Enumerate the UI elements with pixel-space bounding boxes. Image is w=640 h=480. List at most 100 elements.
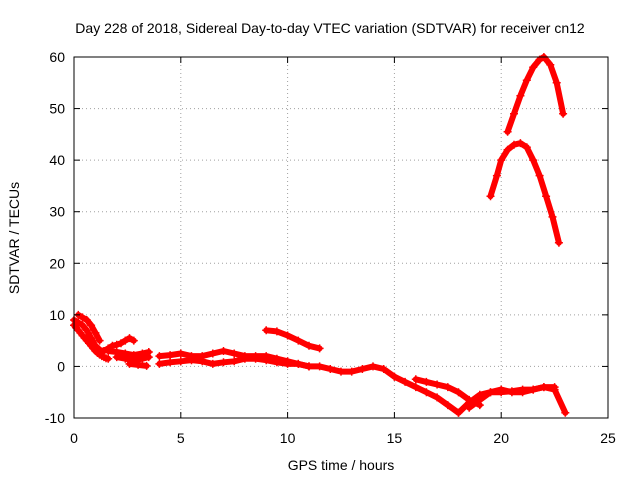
data-point <box>240 354 249 363</box>
data-point <box>155 352 164 361</box>
plot-frame <box>73 56 609 419</box>
x-tick-label: 0 <box>70 430 78 446</box>
y-tick-label: -10 <box>45 410 65 426</box>
data-point <box>552 78 561 87</box>
data-point <box>176 349 185 358</box>
data-point <box>358 365 367 373</box>
data-point <box>497 156 506 165</box>
data-point <box>422 388 431 397</box>
data-point <box>433 380 442 389</box>
data-point <box>548 212 557 221</box>
data-point <box>187 356 196 365</box>
series-track-14 <box>486 139 563 247</box>
data-point <box>104 354 113 363</box>
data-point <box>294 336 303 345</box>
data-point <box>411 375 420 384</box>
data-point <box>82 326 91 335</box>
y-tick-label: 20 <box>49 255 65 271</box>
data-point <box>272 358 281 367</box>
data-point <box>198 357 207 366</box>
series-line <box>504 54 567 135</box>
data-point <box>347 367 356 376</box>
ticks: 0 5 10 15 20 25 -10 0 10 20 30 40 50 60 <box>45 49 616 446</box>
data-point <box>134 360 143 369</box>
y-tick-label: 10 <box>49 307 65 323</box>
data-point <box>305 341 313 350</box>
data-point <box>219 358 228 367</box>
data-point <box>326 365 335 373</box>
data-point <box>144 353 153 362</box>
series-track-9 <box>262 326 324 353</box>
data-point <box>503 127 512 136</box>
data-point <box>315 362 324 371</box>
series-track-13 <box>465 383 570 417</box>
data-point <box>117 339 125 348</box>
data-point <box>433 393 442 402</box>
data-point <box>125 359 134 368</box>
data-point <box>262 326 271 335</box>
data-point <box>121 354 130 363</box>
data-point <box>475 395 484 404</box>
series-track-5 <box>112 353 153 365</box>
data-point <box>529 385 538 394</box>
data-point <box>535 171 544 180</box>
data-point <box>550 385 559 394</box>
series-track-6 <box>125 359 151 370</box>
data-point <box>262 356 271 365</box>
data-point <box>142 361 151 370</box>
x-tick-label: 25 <box>600 430 616 446</box>
data-point <box>138 354 147 363</box>
data-point <box>337 367 345 376</box>
data-point <box>251 354 260 363</box>
y-tick-label: 30 <box>49 204 65 220</box>
data-point <box>125 334 134 343</box>
x-axis-label: GPS time / hours <box>288 457 395 473</box>
data-point <box>305 362 313 371</box>
data-point <box>510 109 518 118</box>
data-point <box>166 358 175 367</box>
data-point <box>507 388 516 397</box>
y-tick-label: 0 <box>57 358 65 374</box>
data-point <box>529 63 538 72</box>
data-point <box>443 383 452 392</box>
chart-title: Day 228 of 2018, Sidereal Day-to-day VTE… <box>75 20 585 36</box>
data-point <box>78 313 87 322</box>
data-point <box>518 388 527 397</box>
data-point <box>522 143 531 152</box>
data-point <box>91 328 100 337</box>
data-point <box>529 156 538 165</box>
x-tick-label: 10 <box>280 430 296 446</box>
series-line <box>466 384 569 416</box>
data-point <box>539 383 548 392</box>
data-point <box>112 340 121 349</box>
data-point <box>454 388 463 397</box>
data-point <box>390 372 399 381</box>
data-point <box>294 359 303 368</box>
data-layer <box>70 53 570 417</box>
series-track-3 <box>74 310 104 345</box>
data-point <box>422 377 431 386</box>
data-point <box>411 383 420 392</box>
data-point <box>166 351 175 360</box>
data-point <box>208 359 217 368</box>
y-tick-label: 40 <box>49 152 65 168</box>
data-point <box>78 321 87 330</box>
data-point <box>272 327 281 336</box>
data-point <box>546 60 555 69</box>
y-tick-label: 60 <box>49 49 65 65</box>
data-point <box>454 408 463 417</box>
data-point <box>492 171 501 180</box>
data-point <box>315 344 324 353</box>
y-axis-label: SDTVAR / TECUs <box>6 182 22 294</box>
data-point <box>503 145 512 154</box>
data-point <box>401 377 410 386</box>
data-point <box>486 388 495 397</box>
series-track-2 <box>70 321 113 363</box>
data-point <box>559 109 568 118</box>
data-point <box>561 408 570 417</box>
data-point <box>379 365 388 373</box>
data-point <box>95 336 104 345</box>
data-point <box>121 336 130 345</box>
data-point <box>369 362 377 371</box>
data-point <box>516 91 525 100</box>
